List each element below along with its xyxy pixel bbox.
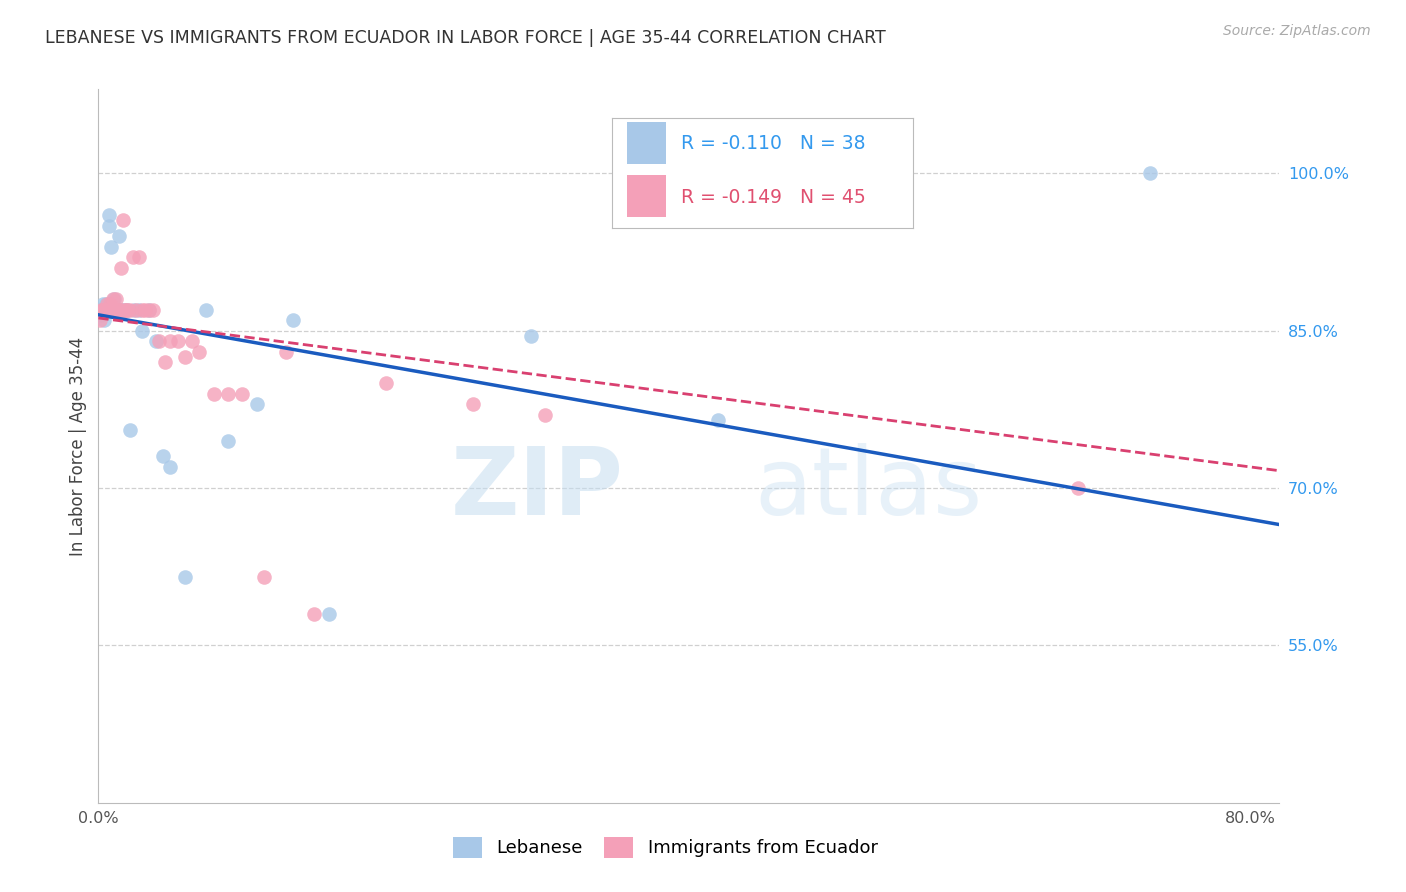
Point xyxy=(173,570,195,584)
Point xyxy=(91,302,114,317)
Point xyxy=(148,334,170,348)
Point xyxy=(159,334,181,348)
Point xyxy=(134,302,156,317)
Point xyxy=(108,302,131,317)
Point xyxy=(138,302,160,317)
Point xyxy=(128,302,150,317)
Point xyxy=(246,397,269,411)
Point xyxy=(125,302,148,317)
Y-axis label: In Labor Force | Age 35-44: In Labor Force | Age 35-44 xyxy=(69,336,87,556)
Point xyxy=(145,334,167,348)
Point xyxy=(114,302,136,317)
Point xyxy=(217,434,239,448)
Point xyxy=(94,302,117,317)
Point xyxy=(195,302,218,317)
Text: ZIP: ZIP xyxy=(451,442,624,535)
Point xyxy=(142,302,165,317)
Point xyxy=(188,344,211,359)
Point xyxy=(131,302,153,317)
Point xyxy=(104,302,127,317)
Point xyxy=(97,219,120,233)
Point xyxy=(103,302,125,317)
Point xyxy=(112,302,135,317)
Point xyxy=(105,302,128,317)
Point xyxy=(100,302,122,317)
Point xyxy=(304,607,326,621)
Point xyxy=(90,308,112,322)
Point xyxy=(103,292,125,306)
Point xyxy=(152,450,174,464)
Point xyxy=(217,386,239,401)
Point xyxy=(318,607,340,621)
Point xyxy=(519,328,541,343)
Point xyxy=(274,344,297,359)
Point xyxy=(1139,166,1161,180)
Point xyxy=(231,386,253,401)
Point xyxy=(108,302,131,317)
Point xyxy=(96,302,118,317)
Point xyxy=(131,324,153,338)
Point xyxy=(706,413,728,427)
Point xyxy=(159,460,181,475)
Text: Source: ZipAtlas.com: Source: ZipAtlas.com xyxy=(1223,24,1371,38)
Point xyxy=(98,302,121,317)
Point xyxy=(110,302,132,317)
Point xyxy=(104,292,127,306)
Point xyxy=(181,334,204,348)
Point xyxy=(105,302,128,317)
Point xyxy=(100,239,122,253)
Point xyxy=(112,302,135,317)
Point xyxy=(93,313,115,327)
Point xyxy=(89,313,111,327)
Point xyxy=(122,250,145,264)
Point xyxy=(1067,481,1090,495)
Point xyxy=(173,350,195,364)
Point xyxy=(89,302,111,317)
Point xyxy=(110,260,132,275)
Point xyxy=(93,302,115,317)
Point xyxy=(115,302,138,317)
Point xyxy=(138,302,160,317)
Point xyxy=(101,302,124,317)
Point xyxy=(120,302,142,317)
Point xyxy=(153,355,176,369)
Point xyxy=(534,408,557,422)
Point xyxy=(96,297,118,311)
Point xyxy=(101,292,124,306)
Text: atlas: atlas xyxy=(754,442,983,535)
Point xyxy=(120,423,142,437)
Text: LEBANESE VS IMMIGRANTS FROM ECUADOR IN LABOR FORCE | AGE 35-44 CORRELATION CHART: LEBANESE VS IMMIGRANTS FROM ECUADOR IN L… xyxy=(45,29,886,46)
Legend: Lebanese, Immigrants from Ecuador: Lebanese, Immigrants from Ecuador xyxy=(446,830,884,865)
Point xyxy=(94,297,117,311)
Point xyxy=(128,250,150,264)
Point xyxy=(111,213,134,227)
Point xyxy=(90,302,112,317)
Point xyxy=(91,302,114,317)
Point xyxy=(107,229,129,244)
Point xyxy=(93,302,115,317)
Point xyxy=(375,376,398,390)
Point xyxy=(166,334,188,348)
Point xyxy=(281,313,304,327)
Point xyxy=(98,297,121,311)
Point xyxy=(97,208,120,222)
Point xyxy=(202,386,225,401)
Point xyxy=(115,302,138,317)
Point xyxy=(97,302,120,317)
Point xyxy=(107,302,129,317)
Point xyxy=(124,302,146,317)
Point xyxy=(461,397,484,411)
Point xyxy=(91,297,114,311)
Point xyxy=(253,570,276,584)
